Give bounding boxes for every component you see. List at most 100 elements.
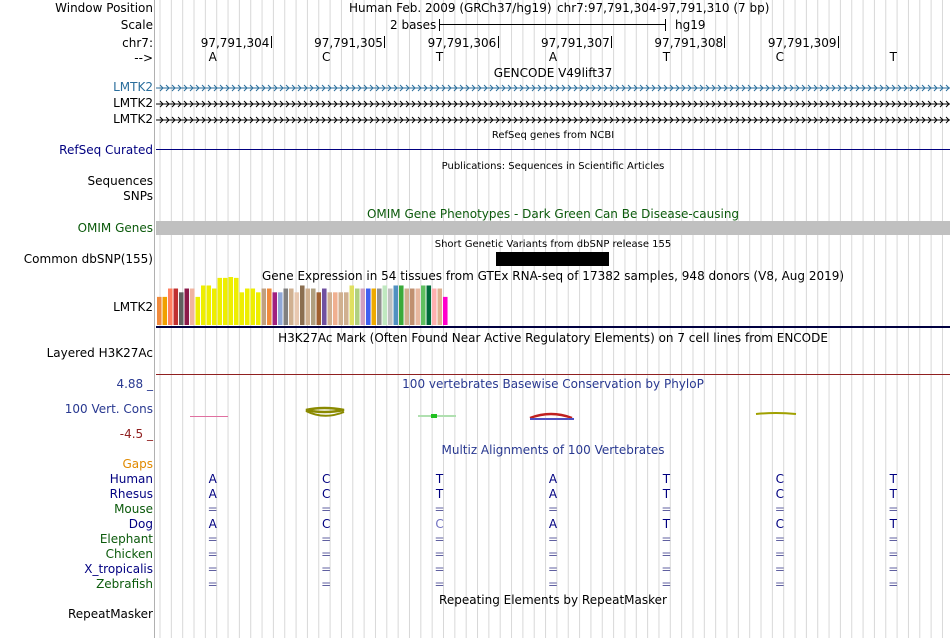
strand-chevron [771,100,776,108]
alignment-base: = [434,577,445,591]
dbsnp-label[interactable]: Common dbSNP(155) [23,252,153,266]
strand-chevron [501,116,506,124]
base-letter: T [662,50,671,64]
strand-chevron [243,100,248,108]
strand-chevron [453,116,458,124]
strand-chevron [855,84,860,92]
gtex-tissue-bar [393,285,399,325]
phylop-conservation-graph[interactable] [156,390,950,436]
strand-chevron [915,116,920,124]
strand-label: --> [134,51,153,65]
species-label-dog[interactable]: Dog [128,517,153,531]
refseq-transcript-line[interactable] [156,149,950,150]
strand-chevron [585,84,590,92]
strand-chevron [813,100,818,108]
gtex-tissue-bar [294,292,300,325]
gencode-transcripts[interactable] [156,80,950,128]
strand-chevron [795,84,800,92]
strand-chevron [363,84,368,92]
strand-chevron [777,100,782,108]
phylop-label[interactable]: 100 Vert. Cons [64,402,153,416]
strand-chevron [621,116,626,124]
alignment-base: = [661,547,672,561]
strand-chevron [207,84,212,92]
strand-chevron [891,84,896,92]
strand-chevron [615,116,620,124]
strand-chevron [627,116,632,124]
strand-chevron [639,116,644,124]
h3k27ac-label[interactable]: Layered H3K27Ac [46,346,153,360]
dbsnp-variant[interactable] [496,252,609,266]
gtex-tissue-bar [206,285,212,325]
strand-chevron [363,116,368,124]
alignment-base: T [662,487,671,501]
species-label-chicken[interactable]: Chicken [105,547,153,561]
strand-chevron [495,84,500,92]
species-label-elephant[interactable]: Elephant [99,532,153,546]
strand-chevron [819,100,824,108]
strand-chevron [201,84,206,92]
strand-chevron [195,84,200,92]
gtex-tissue-bar [190,288,195,325]
strand-chevron [399,116,404,124]
alignment-base: = [547,562,559,576]
strand-chevron [309,116,314,124]
omim-feature-bar[interactable] [156,221,950,235]
strand-chevron [267,84,272,92]
species-label-x_tropicalis[interactable]: X_tropicalis [84,562,153,576]
gtex-tissue-bar [404,288,410,325]
strand-chevron [609,100,614,108]
omim-label[interactable]: OMIM Genes [77,221,153,235]
alignment-base: = [661,562,672,576]
strand-chevron [339,100,344,108]
strand-chevron [249,84,254,92]
strand-chevron [303,84,308,92]
strand-chevron [903,84,908,92]
strand-chevron [507,100,512,108]
strand-chevron [837,84,842,92]
strand-chevron [171,100,176,108]
strand-chevron [921,84,926,92]
alignment-base: = [774,502,785,516]
gtex-tissue-bar [443,296,448,325]
strand-chevron [657,100,662,108]
species-label-zebrafish[interactable]: Zebrafish [96,577,153,591]
strand-chevron [807,84,812,92]
alignment-base: = [774,562,785,576]
strand-chevron [279,84,284,92]
strand-chevron [657,116,662,124]
strand-chevron [411,116,416,124]
phylop-mark-1 [190,416,228,417]
multiz-gaps-label[interactable]: Gaps [122,457,153,471]
strand-chevron [861,100,866,108]
gencode-label-1[interactable]: LMTK2 [113,80,153,94]
position-text: chr7:97,791,304-97,791,310 (7 bp) [557,1,770,15]
species-label-rhesus[interactable]: Rhesus [109,487,153,501]
pubs-snps-label[interactable]: SNPs [123,189,153,203]
gencode-label-2[interactable]: LMTK2 [113,96,153,110]
strand-chevron [837,116,842,124]
repeatmasker-label[interactable]: RepeatMasker [67,607,153,621]
strand-chevron [291,84,296,92]
gtex-label[interactable]: LMTK2 [113,300,153,314]
strand-chevron [921,116,926,124]
strand-chevron [645,116,650,124]
strand-chevron [939,84,944,92]
strand-chevron [759,116,764,124]
strand-chevron [519,116,524,124]
label-separator [154,0,155,638]
alignment-base: = [774,577,785,591]
gencode-label-3[interactable]: LMTK2 [113,112,153,126]
gtex-tissue-bar [184,288,190,325]
refseq-label[interactable]: RefSeq Curated [59,143,153,157]
gtex-expression-chart[interactable] [156,277,950,327]
species-label-human[interactable]: Human [109,472,153,486]
strand-chevron [663,100,668,108]
alignment-base: = [321,547,332,561]
strand-chevron [771,116,776,124]
pubs-sequences-label[interactable]: Sequences [87,174,153,188]
gtex-tissue-bar [432,288,437,325]
strand-chevron [321,116,326,124]
species-label-mouse[interactable]: Mouse [114,502,153,516]
